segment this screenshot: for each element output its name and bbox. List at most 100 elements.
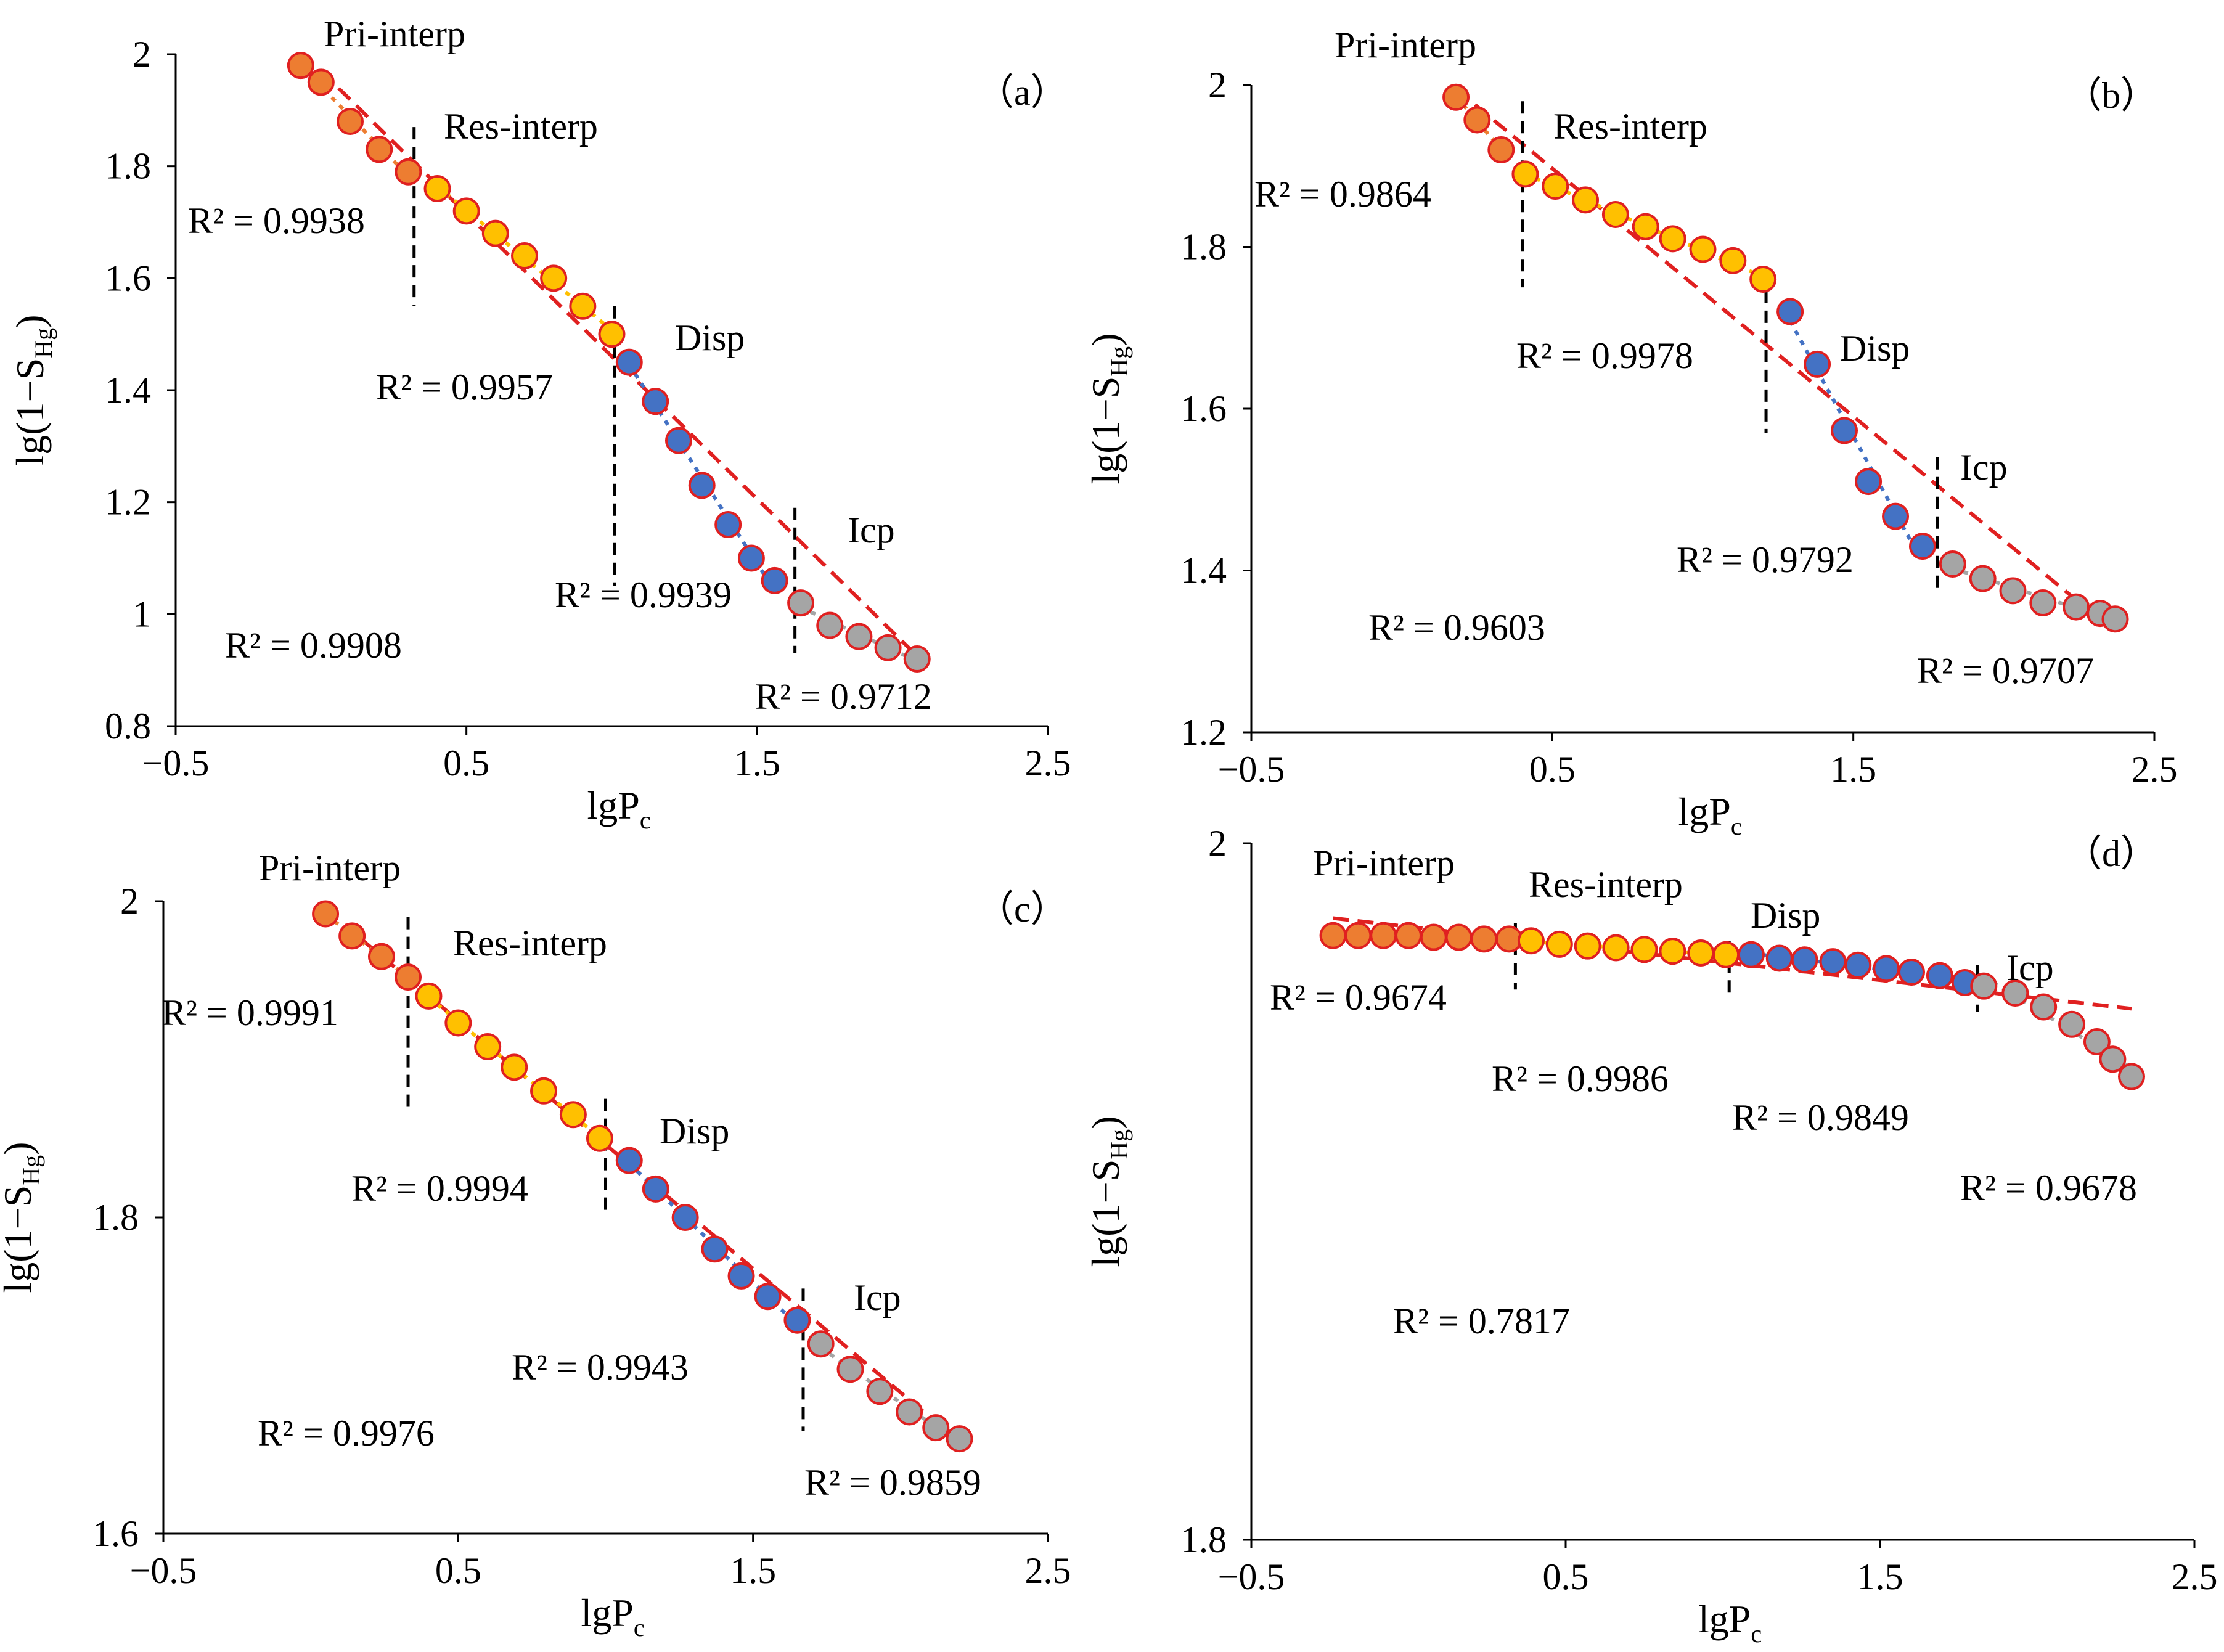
- segment-label: Icp: [848, 510, 895, 550]
- data-point: [1855, 468, 1883, 496]
- data-point: [807, 1330, 835, 1358]
- data-point: [1470, 925, 1498, 953]
- data-point: [1791, 946, 1818, 974]
- data-point: [423, 175, 451, 202]
- y-axis-label: lg(1−SHg): [1084, 1116, 1133, 1267]
- series-pri-interp: [287, 52, 422, 186]
- data-point: [1659, 938, 1686, 965]
- segment-label: Pri-interp: [259, 848, 401, 888]
- data-point: [1659, 225, 1686, 253]
- segment-label: Pri-interp: [1313, 843, 1455, 883]
- data-point: [1542, 173, 1569, 200]
- y-tick-label: 1: [133, 594, 151, 634]
- data-point: [1632, 213, 1659, 240]
- x-tick-label: −0.5: [1218, 749, 1285, 790]
- data-point: [337, 108, 364, 135]
- data-point: [642, 1175, 669, 1203]
- segment-label: Disp: [660, 1111, 729, 1151]
- data-point: [1712, 941, 1740, 968]
- data-point: [1765, 944, 1793, 972]
- series-icp: [787, 589, 931, 673]
- segment-label: Pri-interp: [324, 14, 465, 54]
- data-point: [598, 321, 626, 348]
- data-point: [727, 1262, 755, 1290]
- data-point: [714, 511, 742, 538]
- data-point: [1737, 941, 1765, 968]
- data-point: [816, 611, 844, 639]
- series-disp: [615, 348, 788, 594]
- data-point: [530, 1077, 558, 1105]
- y-tick-label: 0.8: [105, 706, 151, 746]
- data-point: [1545, 930, 1573, 958]
- data-point: [444, 1009, 472, 1037]
- data-point: [395, 963, 422, 991]
- y-tick-label: 1.6: [1180, 388, 1227, 429]
- data-point: [2029, 589, 2057, 616]
- r2-label: R² = 0.9864: [1254, 174, 1431, 215]
- data-point: [1926, 962, 1953, 989]
- data-point: [1395, 922, 1422, 949]
- data-point: [452, 197, 480, 225]
- segment-label: Res-interp: [1529, 864, 1683, 905]
- panel-label: （b）: [2065, 75, 2157, 116]
- data-point: [586, 1124, 613, 1152]
- data-point: [1630, 936, 1658, 963]
- data-point: [1517, 927, 1545, 955]
- series-disp: [1776, 298, 1936, 560]
- x-tick-label: 1.5: [730, 1550, 776, 1591]
- data-point: [1687, 939, 1715, 967]
- data-point: [1831, 417, 1858, 444]
- data-point: [338, 922, 366, 950]
- r2-label: R² = 0.9849: [1732, 1097, 1909, 1138]
- r2-label: R² = 0.9674: [1270, 977, 1447, 1018]
- data-point: [1970, 972, 1998, 1000]
- data-point: [903, 645, 931, 673]
- x-tick-label: 1.5: [1830, 749, 1876, 790]
- data-point: [688, 472, 716, 499]
- data-point: [1574, 932, 1601, 960]
- series-icp: [1970, 972, 2145, 1090]
- data-point: [836, 1356, 864, 1383]
- r2-label: R² = 0.9939: [555, 575, 732, 615]
- data-point: [287, 52, 314, 80]
- data-point: [2058, 1010, 2086, 1038]
- r2-overall-label: R² = 0.9603: [1368, 607, 1545, 648]
- series-icp: [807, 1330, 973, 1453]
- data-point: [1572, 186, 1600, 214]
- data-point: [415, 982, 443, 1010]
- data-point: [312, 900, 340, 928]
- data-point: [1939, 550, 1966, 578]
- r2-label: R² = 0.9859: [804, 1462, 981, 1503]
- y-tick-label: 1.8: [92, 1197, 139, 1238]
- data-point: [1445, 923, 1473, 951]
- r2-label: R² = 0.9712: [755, 676, 932, 717]
- data-point: [1969, 565, 1997, 592]
- panel-b: 1.2 1.4 1.6 1.8 2 −0.5 0.5 1.5 2.5 lgPc lg(1−SHg) （…: [1084, 25, 2178, 840]
- r2-label: R² = 0.9678: [1960, 1167, 2137, 1208]
- data-point: [511, 242, 538, 269]
- x-tick-label: 0.5: [1543, 1556, 1589, 1597]
- data-point: [2101, 605, 2129, 633]
- segment-label: Res-interp: [444, 106, 598, 147]
- r2-label: R² = 0.9938: [188, 200, 365, 241]
- y-tick-label: 1.2: [105, 482, 151, 523]
- segment-label: Disp: [675, 317, 745, 358]
- segment-label: Icp: [2006, 947, 2054, 988]
- data-point: [1999, 577, 2027, 605]
- series-res-interp: [415, 982, 613, 1152]
- r2-label: R² = 0.9943: [512, 1347, 689, 1388]
- data-point: [367, 943, 395, 970]
- data-point: [1319, 922, 1347, 949]
- y-tick-label: 2: [1208, 65, 1227, 105]
- segment-label: Icp: [854, 1277, 901, 1318]
- data-point: [1601, 201, 1629, 228]
- x-tick-label: 1.5: [734, 743, 780, 783]
- x-tick-label: 2.5: [1025, 1550, 1071, 1591]
- data-point: [2118, 1063, 2145, 1090]
- panel-d: 1.8 2 −0.5 0.5 1.5 2.5 lgPc lg(1−SHg) （d） Pri-int…: [1084, 823, 2218, 1648]
- data-point: [1776, 298, 1804, 325]
- x-tick-label: 2.5: [2132, 749, 2178, 790]
- panel-label: （a）: [977, 72, 1068, 113]
- y-tick-label: 1.8: [1180, 1519, 1227, 1560]
